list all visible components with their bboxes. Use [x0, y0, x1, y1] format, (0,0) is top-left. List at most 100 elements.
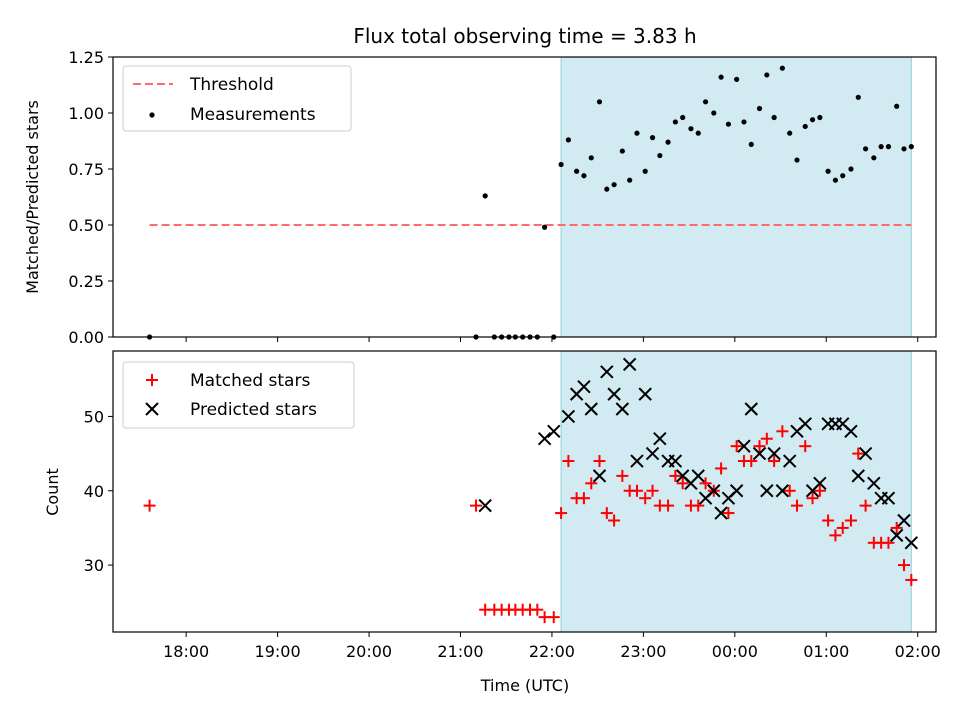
ratio-x-ticks [185, 337, 919, 342]
count-x-tick-label: 21:00 [437, 642, 483, 661]
predicted-marker-b [622, 357, 637, 372]
predicted-marker-b [867, 476, 881, 491]
measurement-point [840, 173, 846, 179]
count-x-tick-label: 00:00 [712, 642, 758, 661]
predicted-marker-b [547, 424, 561, 438]
measurement-point [779, 65, 785, 71]
predicted-star-marker [881, 491, 896, 505]
measurement-point [718, 74, 724, 80]
count-y-tick-label: 40 [84, 482, 104, 501]
measurement-point [596, 99, 603, 105]
predicted-marker-b [584, 402, 598, 416]
count-x-tick-label: 19:00 [255, 642, 301, 661]
observing-window-shading [560, 56, 912, 338]
matched-star-marker [143, 499, 156, 512]
predicted-marker-b [760, 484, 774, 498]
predicted-star-marker [600, 365, 614, 379]
predicted-marker-b [675, 469, 690, 483]
count-panel-frame [112, 350, 937, 633]
ratio-y-tick-label: 1.25 [68, 48, 104, 67]
predicted-star-marker [767, 446, 781, 461]
predicted-legend-label: Predicted stars [190, 400, 317, 420]
ratio-y-tick-label: 0.50 [68, 216, 104, 235]
measurement-point [558, 161, 564, 168]
matched-star-marker [768, 455, 781, 468]
measurement-point [619, 148, 625, 154]
predicted-marker-b [737, 439, 751, 453]
predicted-star-markers [478, 357, 919, 550]
predicted-marker-b [653, 432, 667, 446]
measurement-point [894, 103, 900, 109]
measurement-point [771, 114, 777, 121]
predicted-marker-b [577, 379, 591, 394]
matched-star-marker [836, 521, 849, 534]
measurement-point [604, 186, 610, 192]
predicted-marker-b [782, 454, 797, 468]
matched-star-marker [859, 499, 872, 512]
matched-star-marker [608, 514, 621, 527]
measurement-point [908, 144, 914, 150]
matched-star-marker [882, 536, 895, 549]
measurement-point [672, 119, 678, 125]
predicted-star-marker [561, 409, 576, 424]
measurement-point [748, 141, 754, 147]
measurement-point [901, 146, 907, 152]
matched-star-marker [547, 611, 560, 624]
predicted-star-marker [653, 432, 667, 446]
matched-star-marker [745, 455, 758, 468]
measurement-point [817, 114, 823, 121]
ratio-y-ticks: 0.00 0.25 0.50 0.75 1.00 1.25 [68, 48, 113, 347]
measurement-point [764, 72, 770, 78]
matched-star-marker [585, 477, 598, 490]
ratio-panel-frame [112, 56, 937, 338]
measurement-point [756, 105, 763, 112]
matched-star-marker [577, 492, 590, 505]
measurement-point [734, 76, 740, 82]
predicted-marker-b [851, 469, 865, 483]
measurement-point [702, 99, 709, 105]
measurement-point [885, 144, 892, 150]
ratio-legend-box [122, 65, 352, 132]
matched-star-marker [791, 499, 804, 512]
predicted-marker-b [775, 484, 790, 498]
count-x-tick-label: 20:00 [346, 642, 392, 661]
predicted-marker-b [668, 454, 683, 468]
predicted-marker-b [630, 454, 644, 468]
predicted-star-marker [737, 439, 751, 453]
predicted-marker-b [752, 446, 767, 461]
predicted-star-marker [889, 528, 904, 543]
predicted-marker-b [561, 409, 576, 424]
matched-legend-swatch [146, 374, 158, 386]
predicted-star-marker [630, 454, 644, 468]
predicted-star-marker [537, 432, 552, 446]
count-legend-box [122, 361, 355, 429]
measurement-point [862, 146, 869, 152]
measurement-point [665, 139, 671, 145]
chart-title: Flux total observing time = 3.83 h [353, 24, 696, 48]
measurement-point [611, 182, 617, 188]
predicted-marker-b [645, 446, 660, 461]
measurement-point [787, 130, 793, 136]
observing-window-band [560, 56, 912, 338]
matched-star-marker [470, 499, 483, 512]
predicted-marker-b [707, 484, 721, 498]
measurement-point [574, 168, 580, 174]
matched-star-marker [905, 573, 918, 586]
matched-star-marker [630, 484, 643, 497]
matched-star-marker [562, 455, 575, 468]
measurement-point [855, 94, 861, 100]
count-legend: Matched stars Predicted stars [122, 361, 355, 429]
count-y-tick-label: 30 [84, 556, 104, 575]
measurement-point [542, 224, 548, 230]
predicted-marker-b [592, 469, 607, 483]
predicted-marker-b [729, 484, 744, 498]
measurement-point [825, 168, 831, 174]
predicted-star-marker [584, 402, 598, 416]
measurement-point [680, 114, 686, 121]
predicted-star-marker [897, 513, 911, 528]
predicted-star-marker [904, 536, 919, 550]
predicted-marker-b [537, 432, 552, 446]
ratio-y-tick-label: 0.75 [68, 160, 104, 179]
ratio-panel: 0.00 0.25 0.50 0.75 1.00 1.25 Matched/Predict… [23, 48, 937, 347]
count-x-tick-label: 22:00 [529, 642, 575, 661]
